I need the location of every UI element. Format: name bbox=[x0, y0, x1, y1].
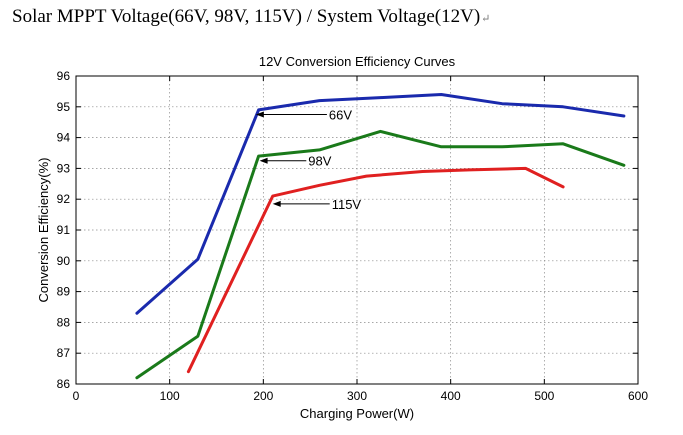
y-tick-label: 93 bbox=[57, 161, 71, 175]
y-tick-label: 89 bbox=[57, 285, 71, 299]
chart-title: 12V Conversion Efficiency Curves bbox=[259, 54, 456, 69]
series-line-66V bbox=[135, 93, 626, 315]
arrow-head-icon bbox=[272, 200, 281, 207]
heading-text: Solar MPPT Voltage(66V, 98V, 115V) / Sys… bbox=[12, 6, 481, 27]
x-tick-label: 600 bbox=[628, 389, 648, 403]
series-line-98V bbox=[135, 129, 626, 380]
series-label-66V: 66V bbox=[329, 108, 352, 123]
x-tick-label: 100 bbox=[160, 389, 180, 403]
x-tick-label: 500 bbox=[534, 389, 554, 403]
x-axis-label: Charging Power(W) bbox=[300, 406, 414, 421]
arrow-head-icon bbox=[259, 157, 268, 164]
arrow-head-icon bbox=[255, 111, 264, 118]
y-tick-label: 88 bbox=[57, 315, 71, 329]
y-tick-label: 90 bbox=[57, 254, 71, 268]
paragraph-mark-icon: ↵ bbox=[481, 13, 491, 25]
y-tick-label: 92 bbox=[57, 192, 71, 206]
series-lines bbox=[135, 93, 626, 380]
y-tick-label: 95 bbox=[57, 100, 71, 114]
x-tick-label: 400 bbox=[441, 389, 461, 403]
y-axis-label: Conversion Efficiency(%) bbox=[36, 158, 51, 303]
y-tick-label: 86 bbox=[57, 377, 71, 391]
series-label-98V: 98V bbox=[308, 154, 331, 169]
x-tick-label: 300 bbox=[347, 389, 367, 403]
y-tick-label: 87 bbox=[57, 346, 71, 360]
x-tick-label: 200 bbox=[253, 389, 273, 403]
axis-ticks: 0 100 200 300 400 500 600 86 87 88 89 90 91 92 93 94 95 9… bbox=[57, 69, 649, 403]
y-tick-label: 91 bbox=[57, 223, 71, 237]
y-tick-label: 96 bbox=[57, 69, 71, 83]
page-heading: Solar MPPT Voltage(66V, 98V, 115V) / Sys… bbox=[12, 6, 490, 28]
y-tick-label: 94 bbox=[57, 131, 71, 145]
x-tick-label: 0 bbox=[73, 389, 80, 403]
series-labels: 66V 98V 115V bbox=[255, 108, 362, 212]
series-label-115V: 115V bbox=[332, 197, 362, 212]
series-line-115V bbox=[186, 166, 565, 374]
